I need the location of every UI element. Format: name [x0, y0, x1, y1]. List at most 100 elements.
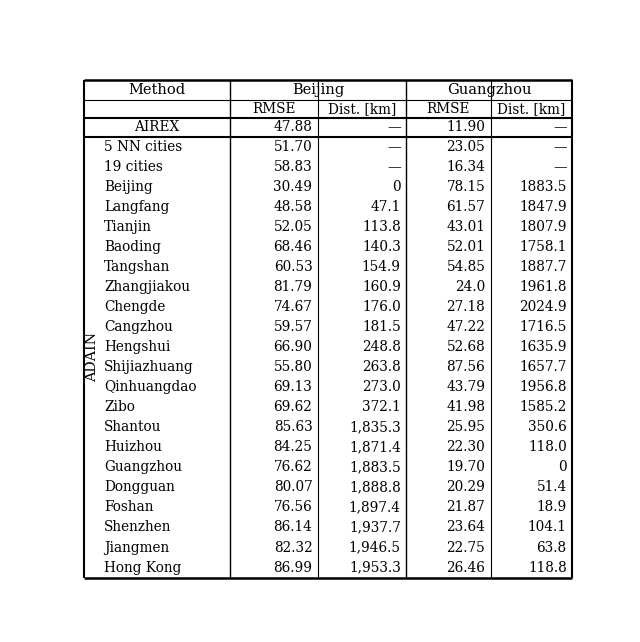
Text: Shijiazhuang: Shijiazhuang [104, 360, 194, 374]
Text: 30.49: 30.49 [273, 180, 312, 194]
Text: AIREX: AIREX [134, 121, 179, 134]
Text: Huizhou: Huizhou [104, 440, 162, 455]
Text: 1,883.5: 1,883.5 [349, 460, 401, 474]
Text: 61.57: 61.57 [447, 200, 485, 214]
Text: Qinhuangdao: Qinhuangdao [104, 380, 196, 394]
Text: 1,897.4: 1,897.4 [349, 501, 401, 514]
Text: 55.80: 55.80 [274, 360, 312, 374]
Text: 26.46: 26.46 [447, 560, 485, 575]
Text: 0: 0 [558, 460, 566, 474]
Text: 11.90: 11.90 [447, 121, 485, 134]
Text: 47.1: 47.1 [371, 200, 401, 214]
Text: 43.01: 43.01 [447, 220, 485, 234]
Text: Guangzhou: Guangzhou [104, 460, 182, 474]
Text: —: — [387, 160, 401, 174]
Text: Hengshui: Hengshui [104, 340, 170, 354]
Text: 51.4: 51.4 [536, 480, 566, 494]
Text: 160.9: 160.9 [362, 281, 401, 294]
Text: Guangzhou: Guangzhou [447, 83, 531, 97]
Text: 25.95: 25.95 [447, 421, 485, 435]
Text: 1,946.5: 1,946.5 [349, 541, 401, 555]
Text: Dongguan: Dongguan [104, 480, 175, 494]
Text: 23.64: 23.64 [447, 521, 485, 535]
Text: 350.6: 350.6 [528, 421, 566, 435]
Text: Hong Kong: Hong Kong [104, 560, 181, 575]
Text: —: — [553, 140, 566, 154]
Text: Method: Method [128, 83, 186, 97]
Text: 1758.1: 1758.1 [519, 240, 566, 254]
Text: Chengde: Chengde [104, 300, 165, 315]
Text: 1883.5: 1883.5 [519, 180, 566, 194]
Text: 47.22: 47.22 [447, 320, 485, 334]
Text: —: — [387, 140, 401, 154]
Text: 118.0: 118.0 [528, 440, 566, 455]
Text: 1,888.8: 1,888.8 [349, 480, 401, 494]
Text: 372.1: 372.1 [362, 401, 401, 414]
Text: 104.1: 104.1 [528, 521, 566, 535]
Text: 1716.5: 1716.5 [519, 320, 566, 334]
Text: Zhangjiakou: Zhangjiakou [104, 281, 190, 294]
Text: 18.9: 18.9 [536, 501, 566, 514]
Text: 85.63: 85.63 [274, 421, 312, 435]
Text: 76.62: 76.62 [274, 460, 312, 474]
Text: 87.56: 87.56 [447, 360, 485, 374]
Text: 1635.9: 1635.9 [519, 340, 566, 354]
Text: 78.15: 78.15 [447, 180, 485, 194]
Text: 27.18: 27.18 [447, 300, 485, 315]
Text: —: — [387, 121, 401, 134]
Text: 69.62: 69.62 [274, 401, 312, 414]
Text: Dist. [km]: Dist. [km] [497, 102, 566, 116]
Text: Beijing: Beijing [292, 83, 344, 97]
Text: 60.53: 60.53 [274, 260, 312, 274]
Text: Cangzhou: Cangzhou [104, 320, 173, 334]
Text: Dist. [km]: Dist. [km] [328, 102, 396, 116]
Text: 41.98: 41.98 [446, 401, 485, 414]
Text: 22.30: 22.30 [447, 440, 485, 455]
Text: 176.0: 176.0 [362, 300, 401, 315]
Text: 5 NN cities: 5 NN cities [104, 140, 182, 154]
Text: 273.0: 273.0 [362, 380, 401, 394]
Text: Shenzhen: Shenzhen [104, 521, 172, 535]
Text: 59.57: 59.57 [274, 320, 312, 334]
Text: RMSE: RMSE [427, 102, 470, 116]
Text: 68.46: 68.46 [274, 240, 312, 254]
Text: Beijing: Beijing [104, 180, 153, 194]
Text: 84.25: 84.25 [274, 440, 312, 455]
Text: 1,871.4: 1,871.4 [349, 440, 401, 455]
Text: 86.14: 86.14 [274, 521, 312, 535]
Text: 19.70: 19.70 [447, 460, 485, 474]
Text: 113.8: 113.8 [362, 220, 401, 234]
Text: 16.34: 16.34 [447, 160, 485, 174]
Text: 140.3: 140.3 [362, 240, 401, 254]
Text: 23.05: 23.05 [447, 140, 485, 154]
Text: 2024.9: 2024.9 [519, 300, 566, 315]
Text: 86.99: 86.99 [273, 560, 312, 575]
Text: RMSE: RMSE [252, 102, 296, 116]
Text: 52.05: 52.05 [274, 220, 312, 234]
Text: 52.01: 52.01 [447, 240, 485, 254]
Text: Zibo: Zibo [104, 401, 135, 414]
Text: 1887.7: 1887.7 [519, 260, 566, 274]
Text: —: — [553, 121, 566, 134]
Text: 48.58: 48.58 [274, 200, 312, 214]
Text: 82.32: 82.32 [274, 541, 312, 555]
Text: 248.8: 248.8 [362, 340, 401, 354]
Text: 1961.8: 1961.8 [519, 281, 566, 294]
Text: Baoding: Baoding [104, 240, 161, 254]
Text: 0: 0 [392, 180, 401, 194]
Text: Jiangmen: Jiangmen [104, 541, 169, 555]
Text: 263.8: 263.8 [362, 360, 401, 374]
Text: 52.68: 52.68 [447, 340, 485, 354]
Text: 20.29: 20.29 [447, 480, 485, 494]
Text: 69.13: 69.13 [274, 380, 312, 394]
Text: 21.87: 21.87 [447, 501, 485, 514]
Text: 74.67: 74.67 [274, 300, 312, 315]
Text: 1,937.7: 1,937.7 [349, 521, 401, 535]
Text: Tianjin: Tianjin [104, 220, 152, 234]
Text: Shantou: Shantou [104, 421, 161, 435]
Text: ADAIN: ADAIN [84, 333, 99, 383]
Text: 1956.8: 1956.8 [519, 380, 566, 394]
Text: 58.83: 58.83 [274, 160, 312, 174]
Text: 22.75: 22.75 [447, 541, 485, 555]
Text: 1,835.3: 1,835.3 [349, 421, 401, 435]
